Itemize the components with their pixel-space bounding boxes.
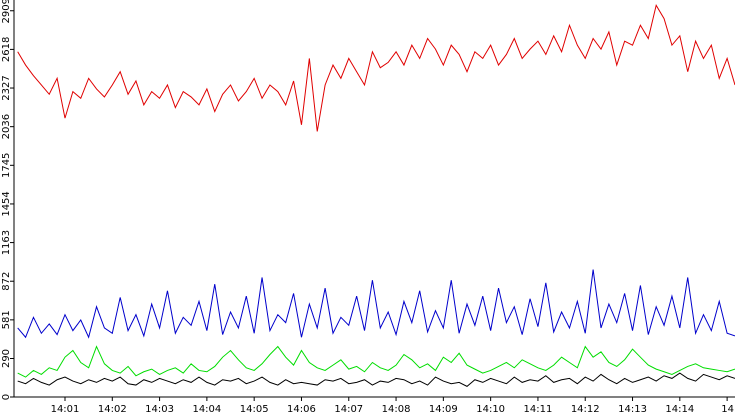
x-tick-label: 14:01 xyxy=(51,404,80,415)
y-tick-label: 872 xyxy=(1,272,12,291)
x-tick-label: 14:04 xyxy=(192,404,221,415)
y-tick-label: 2909 xyxy=(1,0,12,23)
x-tick-label: 14:09 xyxy=(429,404,458,415)
x-tick-label: 14:05 xyxy=(240,404,269,415)
series-line xyxy=(17,345,735,378)
y-tick-label: 2327 xyxy=(1,75,12,100)
y-tick-label: 2618 xyxy=(1,37,12,62)
y-tick-label: 1454 xyxy=(1,191,12,216)
x-tick-label: 14:14 xyxy=(665,404,694,415)
y-tick-label: 1745 xyxy=(1,153,12,178)
x-tick-label: 14:10 xyxy=(476,404,505,415)
series-line xyxy=(17,269,735,339)
x-tick-label: 14:03 xyxy=(145,404,174,415)
x-tick-label: 14:11 xyxy=(524,404,553,415)
y-tick-label: 2036 xyxy=(1,114,12,139)
x-tick-label: 14:07 xyxy=(334,404,363,415)
series-line xyxy=(17,372,735,387)
y-tick-label: 1163 xyxy=(1,230,12,255)
y-tick-label: 581 xyxy=(1,310,12,329)
series-line xyxy=(17,3,735,132)
y-tick-label: 0 xyxy=(1,394,12,400)
x-tick-label: 14 xyxy=(721,404,734,415)
x-tick-label: 14:08 xyxy=(382,404,411,415)
y-tick-label: 290 xyxy=(1,349,12,368)
x-tick-label: 14:02 xyxy=(98,404,127,415)
x-tick-label: 14:13 xyxy=(618,404,647,415)
x-tick-label: 14:12 xyxy=(571,404,600,415)
x-tick-label: 14:06 xyxy=(287,404,316,415)
